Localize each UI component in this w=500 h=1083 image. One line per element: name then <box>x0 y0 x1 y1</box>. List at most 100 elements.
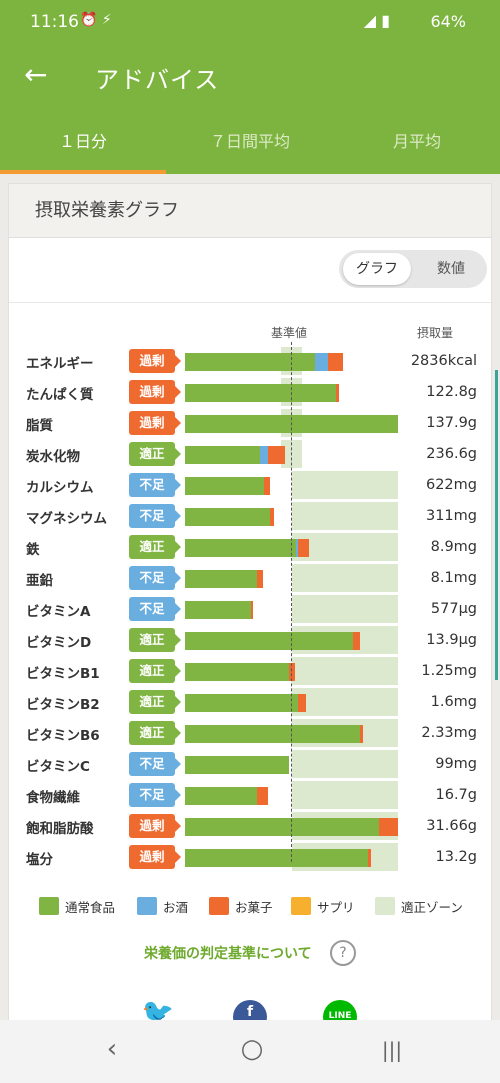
nutrient-name: たんぱく質 <box>26 387 94 403</box>
appropriate-zone <box>291 471 398 499</box>
appropriate-zone <box>291 781 398 809</box>
bar-segment-snack <box>336 384 340 402</box>
bar-segment-food <box>185 353 315 371</box>
bar-segment-food <box>185 725 360 743</box>
legend-label-supplement: サプリ <box>317 900 355 915</box>
intake-value: 31.66g <box>426 818 477 834</box>
tab-one-day[interactable]: １日分 <box>0 110 166 174</box>
status-badge[interactable]: 不足 <box>129 473 181 497</box>
bar-segment-snack <box>297 539 309 557</box>
bar-segment-snack <box>270 508 275 526</box>
scrollbar[interactable] <box>495 370 498 680</box>
standard-reference-line <box>291 342 292 862</box>
appropriate-zone <box>291 533 398 561</box>
bar-segment-food <box>185 508 271 526</box>
nutrient-name: 塩分 <box>26 852 53 868</box>
intake-bar-track <box>185 750 398 778</box>
status-badge[interactable]: 不足 <box>129 597 181 621</box>
status-badge[interactable]: 過剰 <box>129 845 181 869</box>
bar-segment-alcohol <box>295 539 298 557</box>
legend-label-snack: お菓子 <box>235 900 273 915</box>
nav-back-button[interactable]: ‹ <box>106 1034 118 1064</box>
status-badge[interactable]: 不足 <box>129 783 181 807</box>
nutrient-name: ビタミンB2 <box>26 697 100 713</box>
bar-segment-food <box>185 570 258 588</box>
nutrient-row: ビタミンD 適正 13.9μg <box>9 626 491 654</box>
arrow-left-icon[interactable]: ← <box>24 58 48 91</box>
nutrient-name: ビタミンC <box>26 759 90 775</box>
nutrient-name: ビタミンD <box>26 635 92 651</box>
tab-monthly-average[interactable]: 月平均 <box>392 132 441 151</box>
bar-segment-food <box>185 601 252 619</box>
status-badge[interactable]: 不足 <box>129 566 181 590</box>
status-icons: ⏰ ⚡ <box>80 12 112 28</box>
status-badge[interactable]: 適正 <box>129 659 181 683</box>
intake-value: 236.6g <box>426 446 477 462</box>
wifi-signal-icon: ◢ ▮ <box>363 11 390 30</box>
tab-seven-day-average[interactable]: ７日間平均 <box>209 132 290 151</box>
page-title: アドバイス <box>95 66 220 94</box>
bar-segment-food <box>185 663 290 681</box>
status-badge[interactable]: 過剰 <box>129 411 181 435</box>
nutrient-row: 炭水化物 適正 236.6g <box>9 440 491 468</box>
legend: 通常食品 お酒 お菓子 サプリ 適正ゾーン <box>39 894 479 920</box>
status-badge[interactable]: 過剰 <box>129 380 181 404</box>
standard-column-header: 基準値 <box>271 326 308 340</box>
values-view-button[interactable]: 数値 <box>437 261 465 277</box>
intake-bar-track <box>185 471 398 499</box>
nutrient-row: たんぱく質 過剰 122.8g <box>9 378 491 406</box>
period-tabs: １日分 ７日間平均 月平均 <box>0 110 500 174</box>
bar-segment-food <box>185 787 258 805</box>
appropriate-zone <box>291 595 398 623</box>
intake-value: 622mg <box>425 477 477 493</box>
nutrient-row: ビタミンB2 適正 1.6mg <box>9 688 491 716</box>
app-bar: ← アドバイス <box>0 44 500 110</box>
criteria-link-text[interactable]: 栄養価の判定基準について <box>144 946 312 962</box>
bar-segment-food <box>185 384 337 402</box>
nav-recents-button[interactable]: ||| <box>381 1038 403 1062</box>
nutrient-name: カルシウム <box>26 480 94 496</box>
bar-segment-food <box>185 477 264 495</box>
bar-segment-snack <box>297 694 307 712</box>
question-icon[interactable]: ? <box>330 940 356 966</box>
status-badge[interactable]: 不足 <box>129 752 181 776</box>
nutrient-row: エネルギー 過剰 2836kcal <box>9 347 491 375</box>
legend-label-zone: 適正ゾーン <box>401 900 463 915</box>
status-badge[interactable]: 適正 <box>129 690 181 714</box>
amount-column-header: 摂取量 <box>417 326 454 340</box>
status-badge[interactable]: 過剰 <box>129 814 181 838</box>
intake-value: 1.6mg <box>430 694 477 710</box>
appropriate-zone <box>291 657 398 685</box>
legend-label-alcohol: お酒 <box>163 900 189 915</box>
nutrient-name: 脂質 <box>26 418 53 434</box>
intake-bar-track <box>185 688 398 716</box>
nav-home-button[interactable]: ○ <box>240 1034 264 1064</box>
appropriate-zone <box>291 564 398 592</box>
intake-value: 1.25mg <box>421 663 477 679</box>
bar-segment-snack <box>353 632 360 650</box>
divider <box>9 302 491 303</box>
status-badge[interactable]: 不足 <box>129 504 181 528</box>
status-badge[interactable]: 適正 <box>129 628 181 652</box>
intake-value: 99mg <box>435 756 477 772</box>
bar-segment-food <box>185 756 290 774</box>
legend-swatch-snack <box>209 897 229 915</box>
nutrient-name: 食物繊維 <box>26 790 80 806</box>
status-badge[interactable]: 適正 <box>129 721 181 745</box>
status-time: 11:16 <box>30 12 79 32</box>
intake-value: 122.8g <box>426 384 477 400</box>
status-badge[interactable]: 過剰 <box>129 349 181 373</box>
legend-swatch-food <box>39 897 59 915</box>
bar-segment-food <box>185 632 354 650</box>
bar-segment-food <box>185 446 260 464</box>
status-bar: 11:16 ⏰ ⚡ ◢ ▮ 64% <box>0 0 500 44</box>
nutrient-row: ビタミンC 不足 99mg <box>9 750 491 778</box>
legend-swatch-zone <box>375 897 395 915</box>
criteria-link[interactable]: 栄養価の判定基準について ? <box>144 940 356 968</box>
nutrient-name: 亜鉛 <box>26 573 53 589</box>
graph-view-button[interactable]: グラフ <box>343 253 411 285</box>
status-badge[interactable]: 適正 <box>129 535 181 559</box>
nutrient-graph-card: 摂取栄養素グラフ グラフ 数値 基準値 摂取量 エネルギー 過剰 2836kcal た… <box>8 183 492 1043</box>
nutrient-name: 飽和脂肪酸 <box>26 821 94 837</box>
status-badge[interactable]: 適正 <box>129 442 181 466</box>
